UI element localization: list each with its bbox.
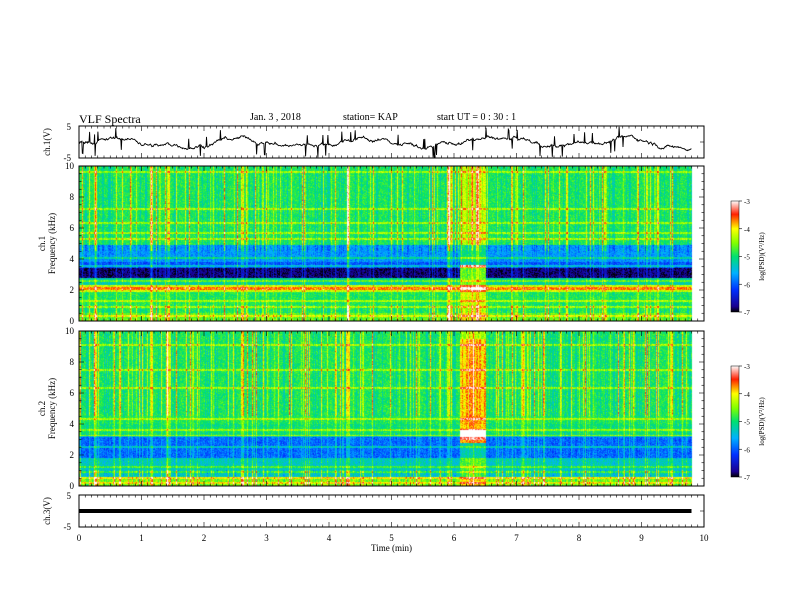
- x-tick-label: 9: [639, 533, 644, 543]
- x-tick-label: 8: [577, 533, 582, 543]
- x-tick-label: 6: [452, 533, 457, 543]
- y-tick-label: 2: [70, 285, 75, 295]
- spectrogram-ch1: [79, 166, 704, 321]
- x-tick-label: 2: [202, 533, 207, 543]
- colorbar-label: log(PSD)(V²/Hz): [758, 397, 766, 446]
- y-tick-label: -5: [64, 522, 72, 532]
- y-tick-label: 0: [70, 316, 75, 326]
- y-tick-label: 2: [70, 450, 75, 460]
- colorbar-tick-label: -5: [744, 254, 750, 262]
- y-tick-label: 8: [70, 192, 75, 202]
- x-axis-label: Time (min): [371, 543, 412, 553]
- y-tick-label: 6: [70, 223, 75, 233]
- colorbar-tick-label: -4: [744, 391, 750, 399]
- date-label: Jan. 3 , 2018: [250, 112, 301, 123]
- colorbar-tick-label: -5: [744, 419, 750, 427]
- y-tick-label: 10: [65, 326, 75, 336]
- colorbar-label: log(PSD)(V²/Hz): [758, 232, 766, 281]
- x-tick-label: 0: [77, 533, 82, 543]
- x-tick-label: 1: [139, 533, 144, 543]
- ch1-waveform-line: [78, 126, 692, 158]
- y-tick-label: 0: [70, 481, 75, 491]
- y-tick-label: 8: [70, 357, 75, 367]
- x-tick-label: 5: [389, 533, 394, 543]
- y-tick-label: 4: [70, 254, 75, 264]
- colorbar-tick-label: -7: [744, 309, 750, 317]
- colorbar-tick-label: -3: [744, 198, 750, 206]
- x-tick-label: 4: [327, 533, 332, 543]
- colorbar-tick-label: -4: [744, 226, 750, 234]
- colorbar-tick-label: -7: [744, 474, 750, 482]
- chart-title: VLF Spectra: [79, 112, 141, 126]
- y-tick-label: 5: [67, 491, 72, 501]
- y-tick-label: 5: [67, 122, 72, 132]
- y-tick-label: -5: [64, 153, 72, 163]
- y-axis-label: ch.1: [37, 236, 47, 251]
- x-tick-label: 3: [264, 533, 269, 543]
- colorbar-tick-label: -6: [744, 281, 750, 289]
- spectrogram-ch2: [79, 331, 704, 486]
- x-tick-label: 7: [514, 533, 519, 543]
- x-tick-label: 10: [700, 533, 710, 543]
- y-axis-label: ch.1(V): [42, 128, 52, 156]
- colorbar-tick-label: -6: [744, 446, 750, 454]
- y-tick-label: 10: [65, 161, 75, 171]
- y-axis-label: Frequency (kHz): [47, 378, 57, 439]
- colorbar-tick-label: -3: [744, 363, 750, 371]
- colorbar-ch2: [730, 365, 740, 478]
- station-label: station= KAP: [343, 112, 398, 123]
- y-tick-label: 4: [70, 419, 75, 429]
- y-tick-label: 6: [70, 388, 75, 398]
- colorbar-ch1: [730, 200, 740, 313]
- start-time-label: start UT = 0 : 30 : 1: [437, 112, 517, 123]
- y-axis-label: Frequency (kHz): [47, 213, 57, 274]
- y-axis-label: ch.2: [37, 401, 47, 416]
- y-axis-label: ch.3(V): [42, 497, 52, 525]
